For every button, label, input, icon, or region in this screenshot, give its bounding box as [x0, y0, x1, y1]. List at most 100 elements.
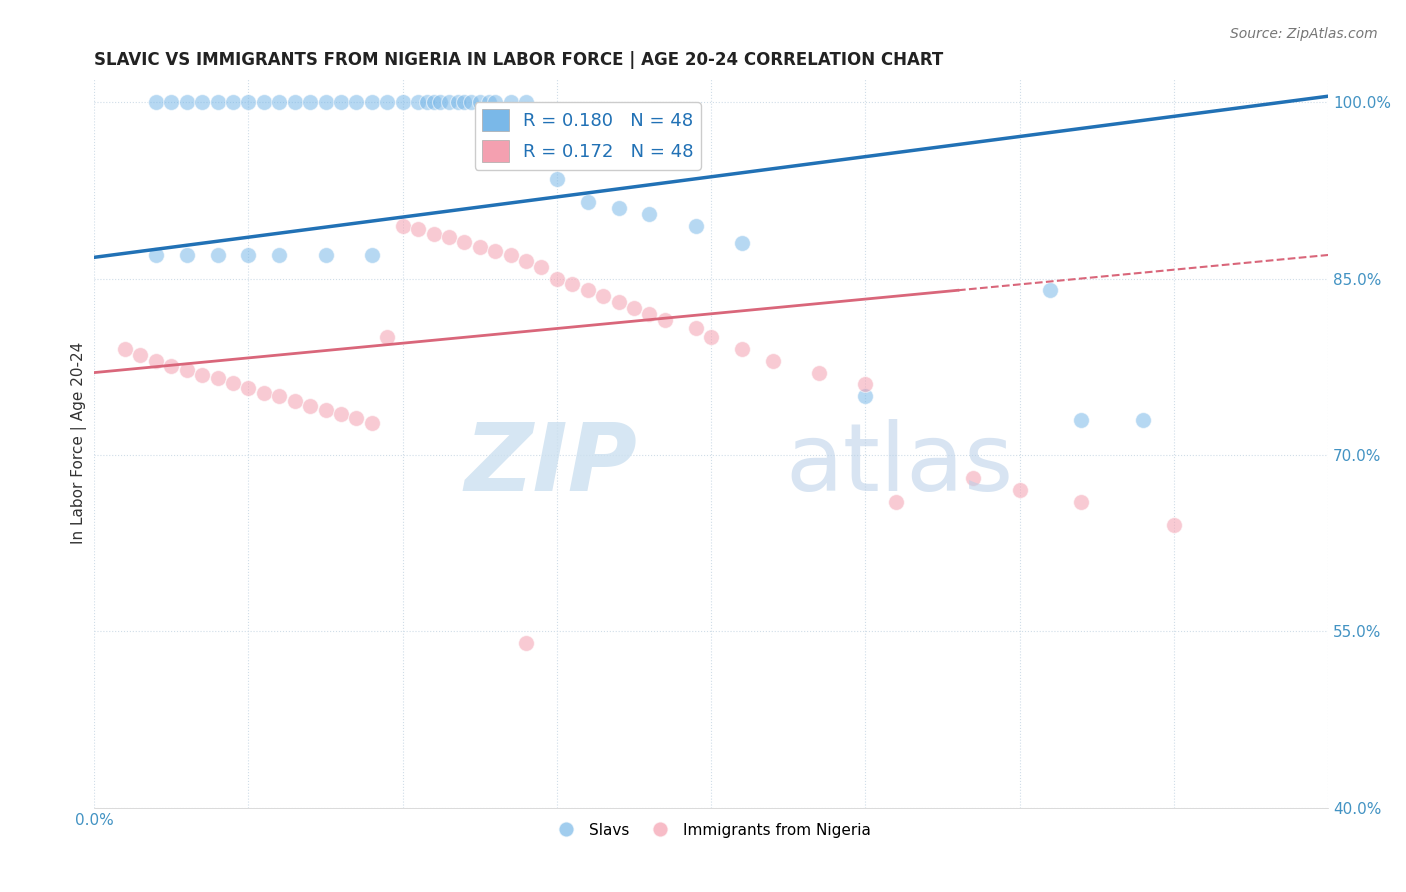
Point	[460, 95, 482, 109]
Point	[176, 363, 198, 377]
Point	[478, 95, 501, 109]
Point	[284, 393, 307, 408]
Point	[808, 366, 831, 380]
Point	[238, 95, 260, 109]
Point	[269, 248, 291, 262]
Point	[607, 295, 630, 310]
Point	[468, 240, 491, 254]
Point	[685, 219, 707, 233]
Point	[1008, 483, 1031, 498]
Point	[238, 381, 260, 395]
Point	[638, 307, 661, 321]
Point	[315, 95, 337, 109]
Text: atlas: atlas	[785, 419, 1014, 511]
Point	[530, 260, 553, 274]
Point	[515, 95, 537, 109]
Point	[360, 248, 382, 262]
Point	[253, 95, 276, 109]
Point	[515, 253, 537, 268]
Point	[429, 95, 451, 109]
Point	[731, 342, 754, 356]
Point	[176, 248, 198, 262]
Point	[515, 636, 537, 650]
Point	[330, 407, 353, 421]
Point	[315, 248, 337, 262]
Point	[207, 248, 229, 262]
Point	[437, 95, 460, 109]
Point	[607, 201, 630, 215]
Point	[453, 235, 475, 249]
Point	[406, 222, 429, 236]
Legend: Slavs, Immigrants from Nigeria: Slavs, Immigrants from Nigeria	[546, 817, 877, 844]
Point	[330, 95, 353, 109]
Point	[222, 376, 245, 391]
Point	[546, 171, 568, 186]
Point	[422, 227, 444, 241]
Point	[391, 219, 413, 233]
Point	[129, 348, 152, 362]
Point	[360, 416, 382, 430]
Point	[375, 330, 398, 344]
Point	[638, 207, 661, 221]
Point	[416, 95, 439, 109]
Point	[855, 389, 877, 403]
Y-axis label: In Labor Force | Age 20-24: In Labor Force | Age 20-24	[72, 342, 87, 544]
Point	[962, 471, 984, 485]
Point	[623, 301, 645, 315]
Point	[360, 95, 382, 109]
Point	[315, 403, 337, 417]
Point	[176, 95, 198, 109]
Point	[654, 312, 676, 326]
Point	[269, 95, 291, 109]
Point	[468, 95, 491, 109]
Point	[160, 359, 183, 373]
Point	[1163, 518, 1185, 533]
Point	[592, 289, 614, 303]
Point	[484, 244, 506, 259]
Point	[1039, 283, 1062, 297]
Point	[207, 371, 229, 385]
Point	[855, 377, 877, 392]
Point	[576, 283, 599, 297]
Point	[884, 495, 907, 509]
Point	[344, 95, 367, 109]
Point	[160, 95, 183, 109]
Text: ZIP: ZIP	[464, 419, 637, 511]
Point	[207, 95, 229, 109]
Point	[191, 95, 214, 109]
Point	[406, 95, 429, 109]
Point	[731, 236, 754, 251]
Point	[284, 95, 307, 109]
Point	[447, 95, 470, 109]
Point	[499, 95, 522, 109]
Point	[391, 95, 413, 109]
Point	[145, 95, 167, 109]
Point	[238, 248, 260, 262]
Point	[299, 399, 322, 413]
Point	[222, 95, 245, 109]
Point	[299, 95, 322, 109]
Point	[191, 368, 214, 382]
Text: SLAVIC VS IMMIGRANTS FROM NIGERIA IN LABOR FORCE | AGE 20-24 CORRELATION CHART: SLAVIC VS IMMIGRANTS FROM NIGERIA IN LAB…	[94, 51, 943, 69]
Point	[269, 389, 291, 403]
Point	[1132, 412, 1154, 426]
Point	[437, 230, 460, 244]
Point	[253, 385, 276, 400]
Point	[561, 277, 583, 292]
Point	[453, 95, 475, 109]
Point	[1070, 412, 1092, 426]
Point	[700, 330, 723, 344]
Point	[499, 248, 522, 262]
Point	[484, 95, 506, 109]
Point	[375, 95, 398, 109]
Point	[1070, 495, 1092, 509]
Point	[145, 354, 167, 368]
Text: Source: ZipAtlas.com: Source: ZipAtlas.com	[1230, 27, 1378, 41]
Point	[685, 321, 707, 335]
Point	[422, 95, 444, 109]
Point	[145, 248, 167, 262]
Point	[344, 411, 367, 425]
Point	[546, 271, 568, 285]
Point	[762, 354, 785, 368]
Point	[114, 342, 136, 356]
